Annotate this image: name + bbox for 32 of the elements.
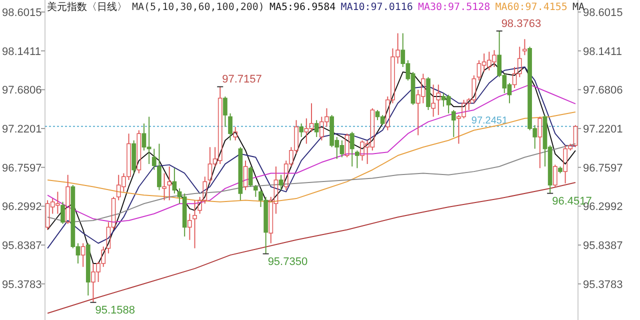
y-tick-label: 97.6806 [2, 84, 42, 97]
y2-tick-label: 98.6015 [583, 7, 623, 20]
y-tick-label: 98.1411 [2, 46, 41, 58]
y-tick-label: 96.7597 [2, 162, 42, 174]
annotation: 97.7157 [222, 74, 262, 86]
y-tick-label: 98.6015 [2, 7, 42, 20]
annotation: 95.1588 [95, 304, 135, 316]
y2-tick-label: 97.6806 [583, 84, 623, 97]
y2-tick-label: 95.3783 [583, 278, 623, 291]
chart-subtitle: MA(5,10,30,60,100,200) [132, 2, 264, 13]
text: MA10:97.0116 [340, 2, 413, 13]
ref-line: 97.2451 [44, 115, 578, 127]
y-tick-label: 95.3783 [2, 278, 42, 291]
y2-tick-label: 97.2201 [583, 124, 623, 136]
annotation: 98.3763 [496, 18, 542, 32]
y-tick-label: 95.8387 [2, 240, 42, 252]
annotation: 98.3763 [501, 18, 542, 30]
annotation: 97.7157 [216, 74, 262, 88]
y-tick-label: 97.2201 [2, 124, 42, 136]
y2-tick-label: 95.8387 [583, 240, 623, 252]
chart-title: 美元指数〈日线〉 [47, 1, 127, 13]
text: MA60:97.4155 [495, 2, 568, 13]
y2-tick-label: 96.7597 [583, 162, 623, 174]
annotation: 95.7350 [262, 253, 308, 268]
y-tick-label: 96.2992 [2, 201, 42, 214]
annotation: MA [572, 2, 584, 13]
text: MA30:97.5128 [418, 2, 490, 13]
text: MA5:96.9584 [269, 2, 336, 13]
annotation: 95.1588 [90, 302, 135, 316]
annotation: 95.7350 [268, 256, 308, 268]
ref-line-label: 97.2451 [471, 115, 508, 126]
y2-tick-label: 98.1411 [583, 46, 622, 58]
